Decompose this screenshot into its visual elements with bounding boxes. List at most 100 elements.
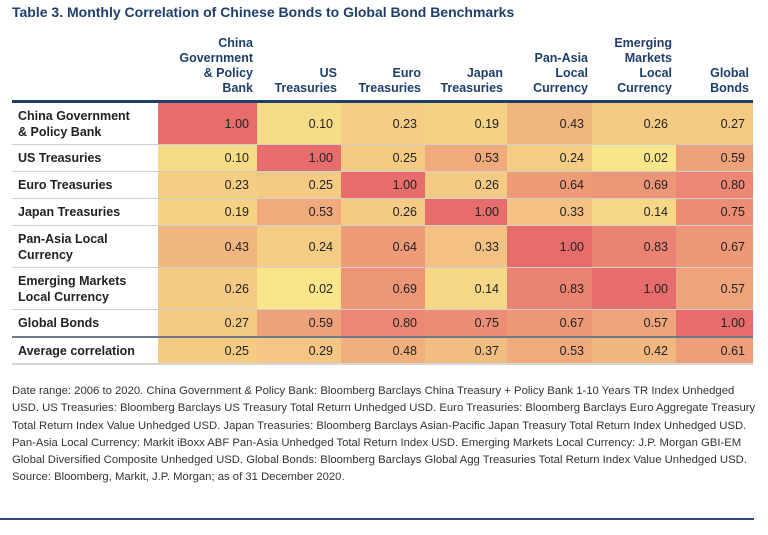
row-label: US Treasuries [12,144,158,172]
heatmap-cell: 0.27 [158,309,257,338]
footnote-source: Source: Bloomberg, Markit, J.P. Morgan; … [12,471,345,484]
heatmap-cell: 1.00 [425,198,507,226]
table-title: Table 3. Monthly Correlation of Chinese … [12,4,515,20]
average-row: Average correlation 0.25 0.29 0.48 0.37 0.53 0… [12,337,753,365]
heatmap-cell: 0.80 [341,309,425,338]
heatmap-cell: 0.25 [158,337,257,365]
column-header-line: Treasuries [358,81,421,95]
column-header-line: Emerging [614,36,672,50]
heatmap-cell: 0.43 [158,225,257,268]
column-header-line: Treasuries [440,81,503,95]
heatmap-cell: 0.75 [425,309,507,338]
row-label: Global Bonds [12,309,158,338]
table-row: Pan-Asia Local Currency 0.43 0.24 0.64 0.33 1.… [12,225,753,268]
row-label-line: Currency [18,247,73,262]
heatmap-cell: 0.59 [257,309,341,338]
table-row: Euro Treasuries 0.23 0.25 1.00 0.26 0.64 0.69 0… [12,171,753,199]
heatmap-cell: 0.64 [341,225,425,268]
heatmap-cell: 0.25 [257,171,341,199]
row-label: Emerging Markets Local Currency [12,267,158,310]
heatmap-cell: 0.23 [341,101,425,145]
heatmap-cell: 0.67 [507,309,592,338]
heatmap-cell: 0.14 [592,198,676,226]
heatmap-cell: 0.53 [257,198,341,226]
heatmap-cell: 1.00 [507,225,592,268]
header-row: China Government & Policy Bank US Treasuries E… [12,34,753,103]
row-label: Average correlation [12,337,158,365]
heatmap-cell: 0.48 [341,337,425,365]
heatmap-cell: 0.02 [592,144,676,172]
heatmap-cell: 0.57 [592,309,676,338]
row-label: China Government & Policy Bank [12,101,158,145]
heatmap-cell: 0.02 [257,267,341,310]
heatmap-cell: 0.25 [341,144,425,172]
row-label: Japan Treasuries [12,198,158,226]
column-header-line: Government [179,51,253,65]
heatmap-cell: 0.42 [592,337,676,365]
heatmap-cell: 1.00 [158,101,257,145]
column-header-line: Treasuries [274,81,337,95]
table-row: Global Bonds 0.27 0.59 0.80 0.75 0.67 0.57 1.00 [12,309,753,338]
heatmap-cell: 0.14 [425,267,507,310]
column-header-line: Markets [624,51,672,65]
heatmap-cell: 0.61 [676,337,753,365]
heatmap-cell: 0.33 [425,225,507,268]
heatmap-cell: 0.67 [676,225,753,268]
heatmap-cell: 0.10 [257,101,341,145]
correlation-table: China Government & Policy Bank US Treasuries E… [12,34,753,365]
heatmap-cell: 0.33 [507,198,592,226]
heatmap-cell: 0.24 [257,225,341,268]
column-header-line: Global [710,66,749,80]
row-label: Euro Treasuries [12,171,158,199]
heatmap-cell: 0.53 [507,337,592,365]
column-header-line: & Policy [203,66,253,80]
row-label-line: Average correlation [18,343,135,358]
heatmap-cell: 0.69 [592,171,676,199]
row-label-line: Euro Treasuries [18,178,113,192]
heatmap-cell: 0.43 [507,101,592,145]
heatmap-cell: 0.19 [158,198,257,226]
heatmap-cell: 0.59 [676,144,753,172]
column-header-line: US [319,66,337,80]
column-header: Euro Treasuries [341,34,425,103]
footnotes: Date range: 2006 to 2020. China Governme… [12,383,757,487]
column-header: Emerging Markets Local Currency [592,34,676,103]
column-header-line: China [218,36,253,50]
heatmap-cell: 1.00 [257,144,341,172]
heatmap-cell: 0.26 [425,171,507,199]
column-header-line: Pan-Asia [534,51,589,65]
row-label-line: Local Currency [18,289,110,304]
column-header-line: Local [639,66,672,80]
heatmap-cell: 0.83 [507,267,592,310]
column-header-line: Bank [222,81,253,95]
heatmap-cell: 0.57 [676,267,753,310]
column-header: China Government & Policy Bank [158,34,257,103]
heatmap-cell: 0.26 [158,267,257,310]
table-row: Japan Treasuries 0.19 0.53 0.26 1.00 0.33 0.14… [12,198,753,226]
column-header-line: Local [555,66,588,80]
heatmap-cell: 0.83 [592,225,676,268]
heatmap-cell: 0.24 [507,144,592,172]
row-label-line: & Policy Bank [18,124,102,139]
heatmap-cell: 0.37 [425,337,507,365]
table-body: China Government & Policy Bank 1.00 0.10 0.2… [12,101,753,365]
heatmap-cell: 0.29 [257,337,341,365]
column-header-line: Japan [466,66,503,80]
column-header-line: Currency [617,81,672,95]
column-header: Global Bonds [676,34,753,103]
column-header: US Treasuries [257,34,341,103]
heatmap-cell: 0.27 [676,101,753,145]
table-row: Emerging Markets Local Currency 0.26 0.02 0.… [12,267,753,310]
column-header-line: Bonds [710,81,749,95]
table-row: China Government & Policy Bank 1.00 0.10 0.2… [12,101,753,145]
heatmap-cell: 0.53 [425,144,507,172]
column-header: Pan-Asia Local Currency [507,34,592,103]
heatmap-cell: 0.26 [341,198,425,226]
heatmap-cell: 1.00 [592,267,676,310]
table-row: US Treasuries 0.10 1.00 0.25 0.53 0.24 0.02 0.5… [12,144,753,172]
heatmap-cell: 0.26 [592,101,676,145]
heatmap-cell: 1.00 [676,309,753,338]
corner-cell [12,34,158,103]
bottom-rule [0,518,754,520]
row-label-line: Emerging Markets [18,273,127,288]
